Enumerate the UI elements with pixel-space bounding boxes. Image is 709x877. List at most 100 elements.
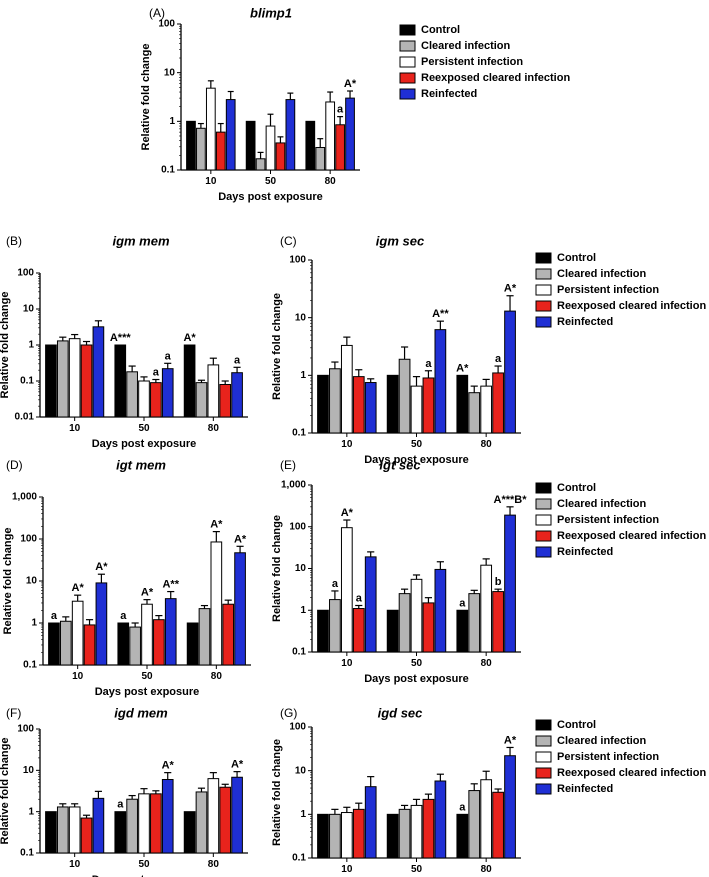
bar-cleared-infection (195, 382, 208, 418)
legend: Control Cleared infection Persistent infec… (535, 252, 706, 328)
bar-cleared-infection (398, 808, 411, 859)
bar-control (114, 344, 127, 418)
x-tick-label: 10 (69, 423, 81, 434)
bar-reexposed-cleared-infection (275, 142, 286, 171)
bar-persistent-infection (138, 793, 150, 854)
legend-label: Cleared infection (557, 268, 647, 280)
bar-reinfected (92, 797, 105, 854)
legend-label: Persistent infection (557, 514, 659, 526)
bar-control (186, 120, 196, 171)
significance-label: A* (234, 533, 247, 545)
significance-label: A***B* (494, 494, 528, 506)
legend-swatch (535, 783, 552, 795)
bar-persistent-infection (325, 101, 336, 171)
significance-label: A* (183, 332, 196, 344)
legend-label: Control (421, 24, 460, 36)
bar-persistent-infection (480, 779, 493, 859)
bar-control (183, 344, 196, 418)
significance-label: A*** (110, 332, 132, 344)
bar-reexposed-cleared-infection (150, 382, 162, 418)
legend-label: Reexposed cleared infection (557, 300, 706, 312)
bar-control (386, 374, 399, 434)
chart-title: igm mem (112, 233, 170, 248)
y-tick-label: 1 (28, 806, 34, 817)
bar-cleared-infection (129, 626, 141, 666)
y-axis-label: Relative fold change (0, 292, 11, 399)
bar-cleared-infection (315, 146, 326, 171)
x-tick-label: 80 (208, 423, 220, 434)
bar-reexposed-cleared-infection (492, 791, 504, 859)
bar-reinfected (234, 552, 246, 666)
x-tick-label: 80 (325, 176, 337, 187)
legend-label: Control (557, 252, 596, 264)
bar-control (45, 344, 57, 418)
bar-control (317, 609, 329, 653)
y-tick-label: 100 (158, 19, 175, 30)
bar-persistent-infection (68, 338, 81, 418)
bar-control (186, 622, 199, 666)
chart-panel-1: (B) igm mem 0.01 0.1 1 10 100 Relative fold cha… (0, 233, 248, 450)
legend: Control Cleared infection Persistent infec… (535, 482, 706, 558)
legend-label: Persistent infection (557, 751, 659, 763)
bar-reexposed-cleared-infection (335, 124, 345, 171)
bar-control (456, 609, 469, 653)
y-tick-label: 0.1 (292, 853, 306, 864)
significance-label: a (332, 578, 339, 590)
legend-swatch (535, 735, 552, 747)
y-tick-label: 1 (169, 116, 175, 127)
bar-cleared-infection (468, 593, 481, 653)
y-tick-label: 10 (23, 765, 35, 776)
bar-reexposed-cleared-infection (219, 786, 232, 854)
x-tick-label: 80 (481, 439, 493, 450)
y-axis-label: Relative fold change (271, 515, 283, 622)
chart-panel-5: (F) igd mem 0.1 1 10 100 Relative fold change 1… (0, 705, 248, 877)
y-tick-label: 10 (164, 67, 176, 78)
legend-swatch (535, 284, 552, 296)
y-axis-label: Relative fold change (2, 528, 14, 635)
significance-label: A* (210, 519, 223, 531)
significance-label: a (234, 354, 241, 366)
y-tick-label: 10 (295, 765, 307, 776)
significance-label: a (165, 350, 172, 362)
y-axis-label: Relative fold change (271, 739, 283, 846)
bar-cleared-infection (126, 371, 138, 418)
y-tick-label: 1 (300, 605, 306, 616)
legend: Control Cleared infection Persistent infec… (399, 24, 570, 100)
y-tick-label: 1 (300, 370, 306, 381)
chart-title: igt sec (379, 457, 421, 472)
y-axis-label: Relative fold change (271, 293, 283, 400)
panel-letter: (A) (149, 6, 165, 20)
bar-reinfected (364, 556, 377, 653)
bar-persistent-infection (480, 564, 493, 653)
x-axis-label: Days post exposure (364, 454, 469, 466)
bar-persistent-infection (71, 600, 84, 666)
bar-reinfected (364, 786, 377, 859)
bar-reinfected (285, 99, 296, 171)
bar-persistent-infection (410, 804, 423, 859)
bar-cleared-infection (59, 620, 72, 666)
y-tick-label: 100 (17, 724, 34, 735)
y-tick-label: 10 (23, 304, 35, 315)
chart-panel-6: (G) igd sec 0.1 1 10 100 Relative fold change 1… (271, 705, 706, 875)
bar-reexposed-cleared-infection (422, 798, 435, 859)
bar-reexposed-cleared-infection (80, 344, 93, 418)
bar-persistent-infection (265, 125, 276, 171)
bar-persistent-infection (340, 812, 353, 859)
legend-label: Cleared infection (557, 498, 647, 510)
legend-label: Cleared infection (557, 735, 647, 747)
panel-letter: (B) (6, 234, 22, 248)
bar-reinfected (434, 568, 447, 653)
y-tick-label: 1 (31, 618, 37, 629)
bar-persistent-infection (410, 578, 423, 653)
bar-control (183, 811, 196, 854)
bar-persistent-infection (340, 527, 353, 653)
chart-panel-3: (D) igt mem 0.1 1 10 100 1,000 Relative fold ch… (2, 457, 251, 698)
chart-title: igt mem (116, 457, 166, 472)
legend-label: Persistent infection (557, 284, 659, 296)
bar-reinfected (95, 582, 108, 666)
legend-label: Reexposed cleared infection (557, 530, 706, 542)
bar-persistent-infection (205, 87, 216, 171)
significance-label: A* (341, 507, 354, 519)
bar-persistent-infection (207, 364, 220, 418)
bar-reexposed-cleared-infection (352, 376, 365, 434)
